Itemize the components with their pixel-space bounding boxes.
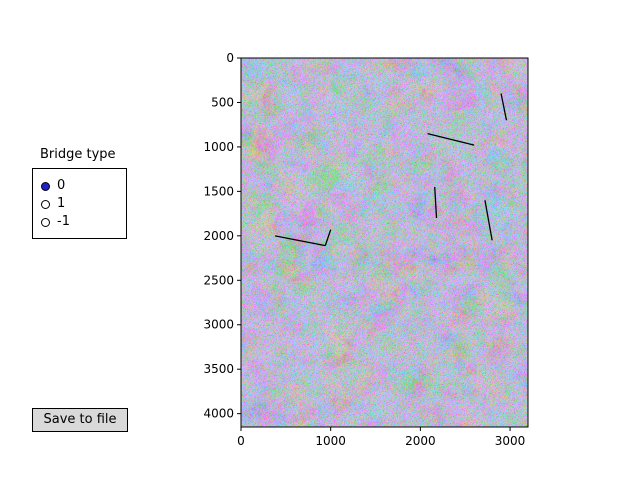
bridge-line [274,235,326,247]
radio-label: 1 [57,196,66,211]
save-to-file-button[interactable]: Save to file [32,408,128,432]
y-tick-label: 2000 [203,229,234,243]
plot-frame [240,57,529,428]
radio-option-1[interactable]: 1 [41,196,65,212]
radio-button-icon[interactable] [41,199,50,209]
radio-option-0[interactable]: 0 [41,178,65,194]
y-tick-label: 2500 [203,273,234,287]
radio-label: -1 [57,214,70,229]
y-tick-label: 1500 [203,184,234,198]
radio-button-icon[interactable] [41,181,50,191]
x-tick-label: 3000 [495,434,526,448]
bridge-line [500,93,508,121]
bridge-line [324,229,332,246]
x-tick-label: 1000 [315,434,346,448]
bridge-type-radio-group: 0 1 -1 [32,168,127,239]
bridge-lines [274,93,508,247]
bridge-line [427,132,475,146]
axes: 0 1000 2000 3000 0 500 1000 1500 2000 2500 3000 350… [203,51,529,448]
y-tick-label: 3000 [203,318,234,332]
y-tick-label: 3500 [203,362,234,376]
radio-label: 0 [57,178,66,193]
y-tick-label: 500 [211,95,234,109]
x-tick-label: 2000 [405,434,436,448]
x-tick-label: 0 [237,434,245,448]
radio-group-title: Bridge type [40,147,116,162]
bridge-line [484,200,493,241]
radio-button-icon[interactable] [41,217,50,227]
y-tick-label: 0 [226,51,234,65]
y-tick-label: 4000 [203,407,234,421]
phase-image [241,58,528,427]
bridge-line [434,186,438,219]
y-tick-label: 1000 [203,140,234,154]
radio-option-neg1[interactable]: -1 [41,214,70,230]
